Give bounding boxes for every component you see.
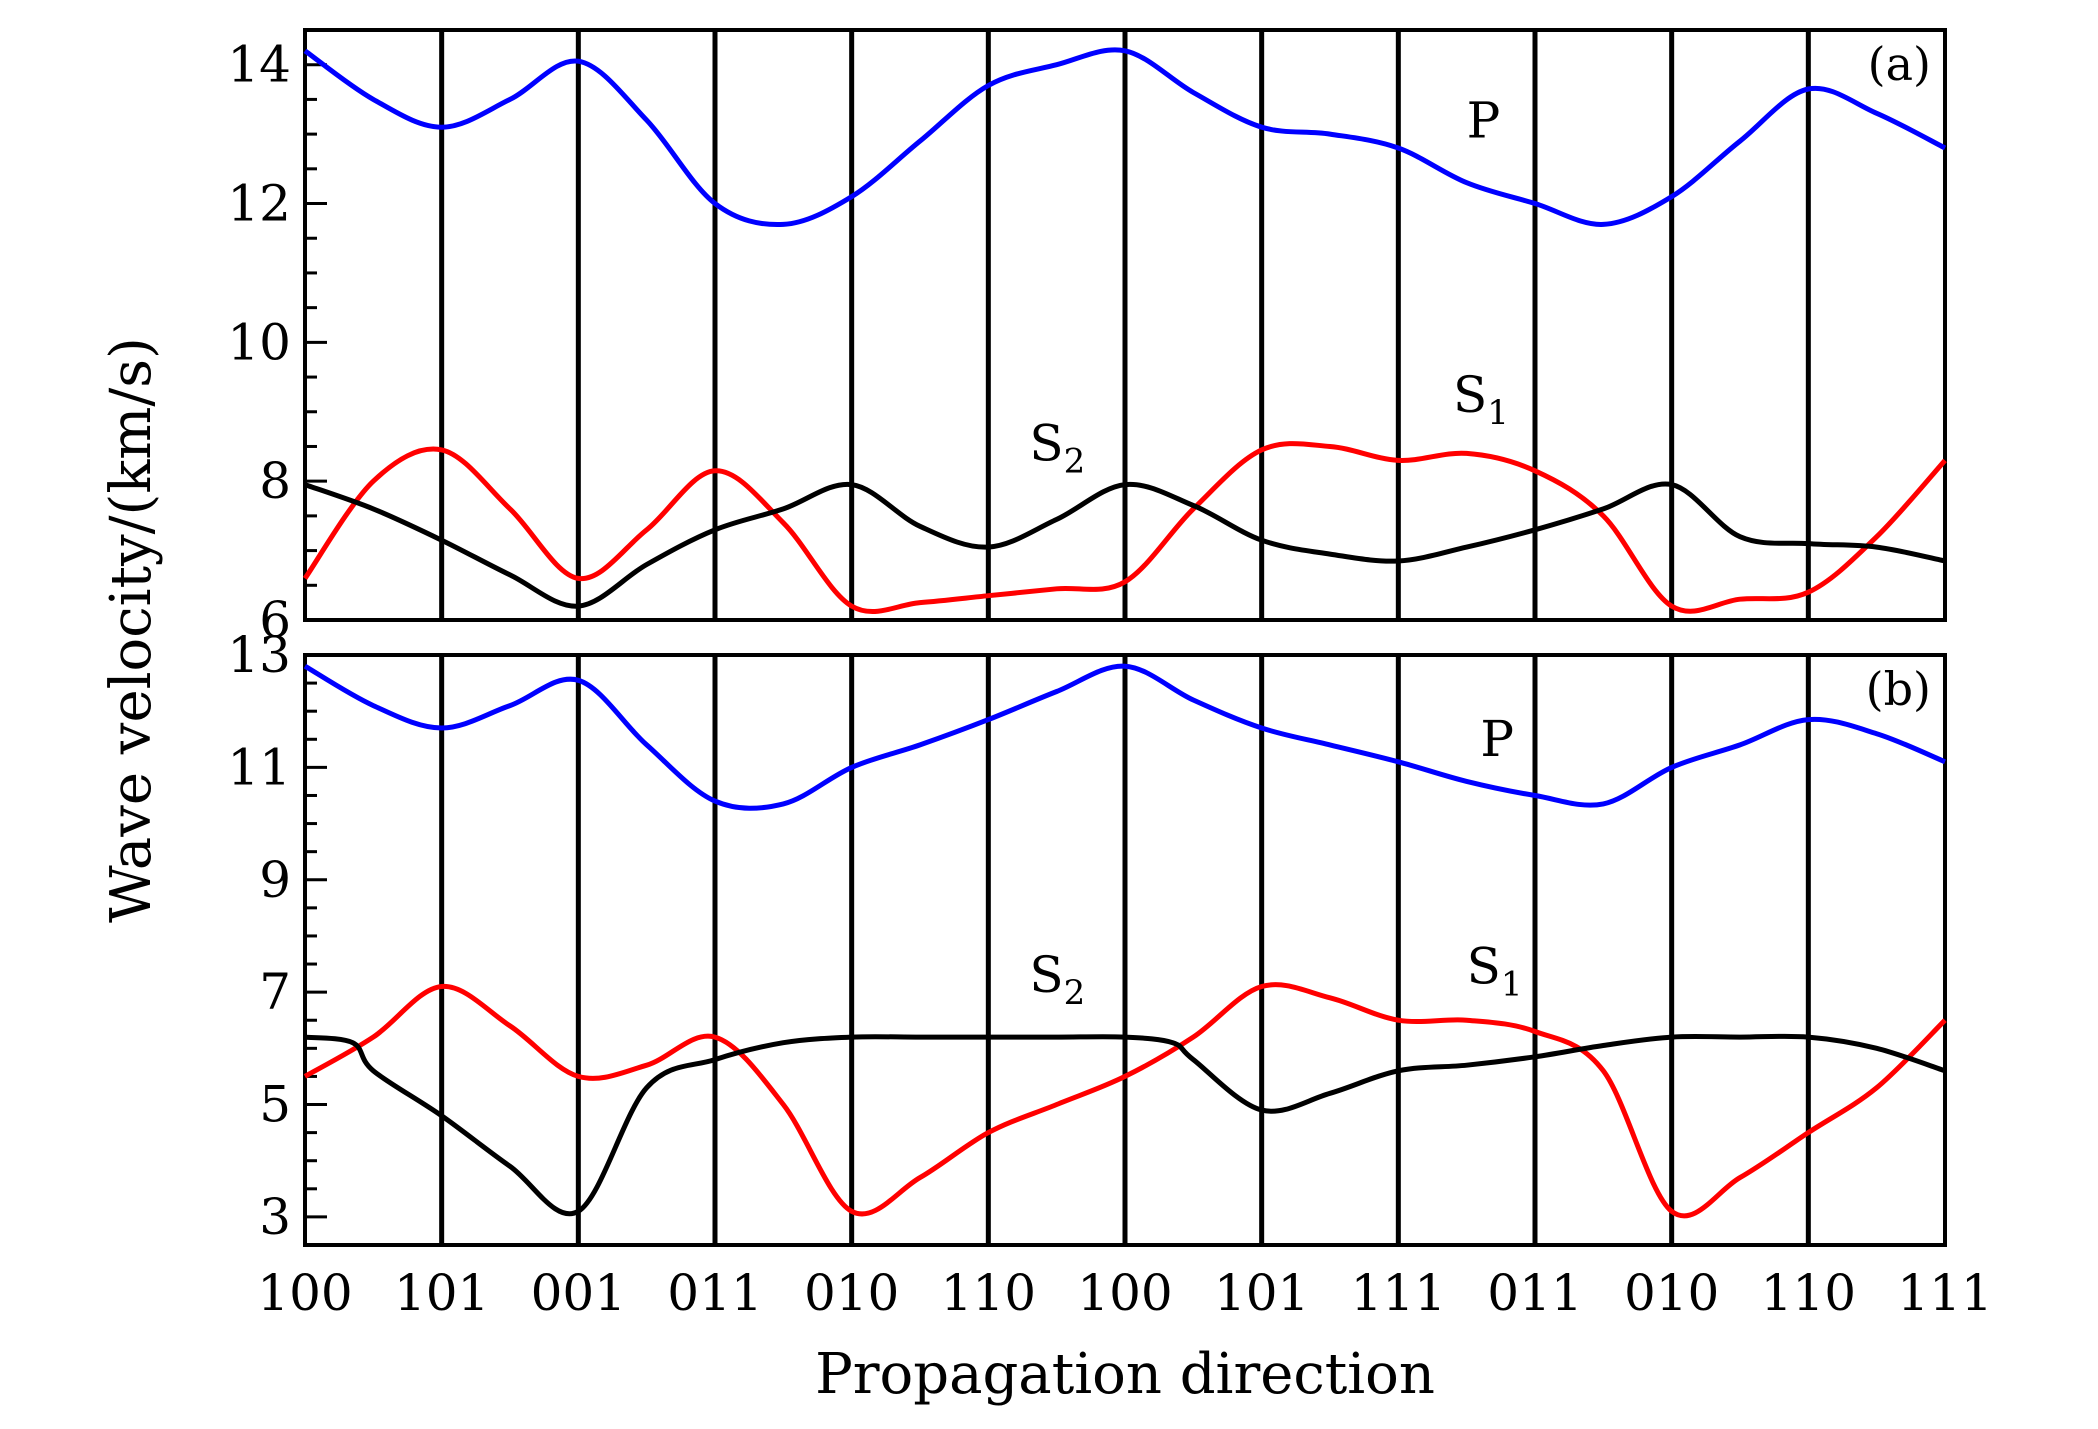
- curve-label-subscript: 2: [1064, 441, 1086, 481]
- curve-label-subscript: 1: [1501, 965, 1523, 1005]
- y-tick-label: 10: [227, 313, 291, 371]
- curve-label-subscript: 2: [1064, 973, 1086, 1013]
- series-line-s2: [304, 1033, 1946, 1217]
- x-tick-label: 100: [257, 1264, 352, 1322]
- x-axis-title: Propagation direction: [815, 1342, 1435, 1407]
- curve-label-s1: S1: [1453, 366, 1509, 433]
- x-tick-label: 010: [1624, 1264, 1719, 1322]
- x-tick-label: 010: [804, 1264, 899, 1322]
- y-axis-title: Wave velocity/(km/s): [99, 337, 164, 923]
- y-tick-label: 14: [227, 36, 291, 94]
- x-tick-label: 101: [394, 1264, 489, 1322]
- y-tick-label: 9: [259, 851, 291, 909]
- panel-b: 3 5 7 9 11 13 P S1 S2 (b): [227, 626, 1947, 1247]
- x-tick-label: 011: [667, 1264, 762, 1322]
- x-tick-label: 111: [1351, 1264, 1446, 1322]
- series-line-p: [303, 663, 1946, 811]
- y-tick-label: 13: [227, 626, 291, 684]
- x-axis: 100 101 001 011 010 110 100 101 111 011 010 110 111: [257, 1264, 1992, 1322]
- y-tick-label: 6: [259, 591, 291, 649]
- y-tick-label: 11: [227, 738, 291, 796]
- x-tick-label: 110: [941, 1264, 1036, 1322]
- panel-label: (b): [1866, 662, 1931, 716]
- x-tick-label: 110: [1761, 1264, 1856, 1322]
- curve-label-s2: S2: [1029, 946, 1085, 1013]
- y-tick-label: 8: [259, 452, 291, 510]
- curve-label-p: P: [1467, 92, 1501, 150]
- series-line-s2: [304, 481, 1946, 609]
- curve-label-s2: S2: [1029, 414, 1085, 481]
- curve-label-s1: S1: [1467, 938, 1523, 1005]
- curve-label-p: P: [1480, 710, 1514, 768]
- x-tick-label: 001: [531, 1264, 626, 1322]
- curve-label-subscript: 1: [1487, 393, 1509, 433]
- x-tick-label: 111: [1897, 1264, 1992, 1322]
- series-line-s1: [302, 441, 1947, 615]
- x-tick-label: 100: [1077, 1264, 1172, 1322]
- series-line-p: [303, 47, 1947, 228]
- series-line-s1: [303, 982, 1947, 1219]
- y-tick-label: 3: [259, 1188, 291, 1246]
- panel-label: (a): [1868, 37, 1931, 91]
- x-tick-label: 011: [1487, 1264, 1582, 1322]
- x-tick-label: 101: [1214, 1264, 1309, 1322]
- y-tick-label: 12: [227, 175, 291, 233]
- y-tick-label: 7: [259, 963, 291, 1021]
- y-tick-label: 5: [259, 1076, 291, 1134]
